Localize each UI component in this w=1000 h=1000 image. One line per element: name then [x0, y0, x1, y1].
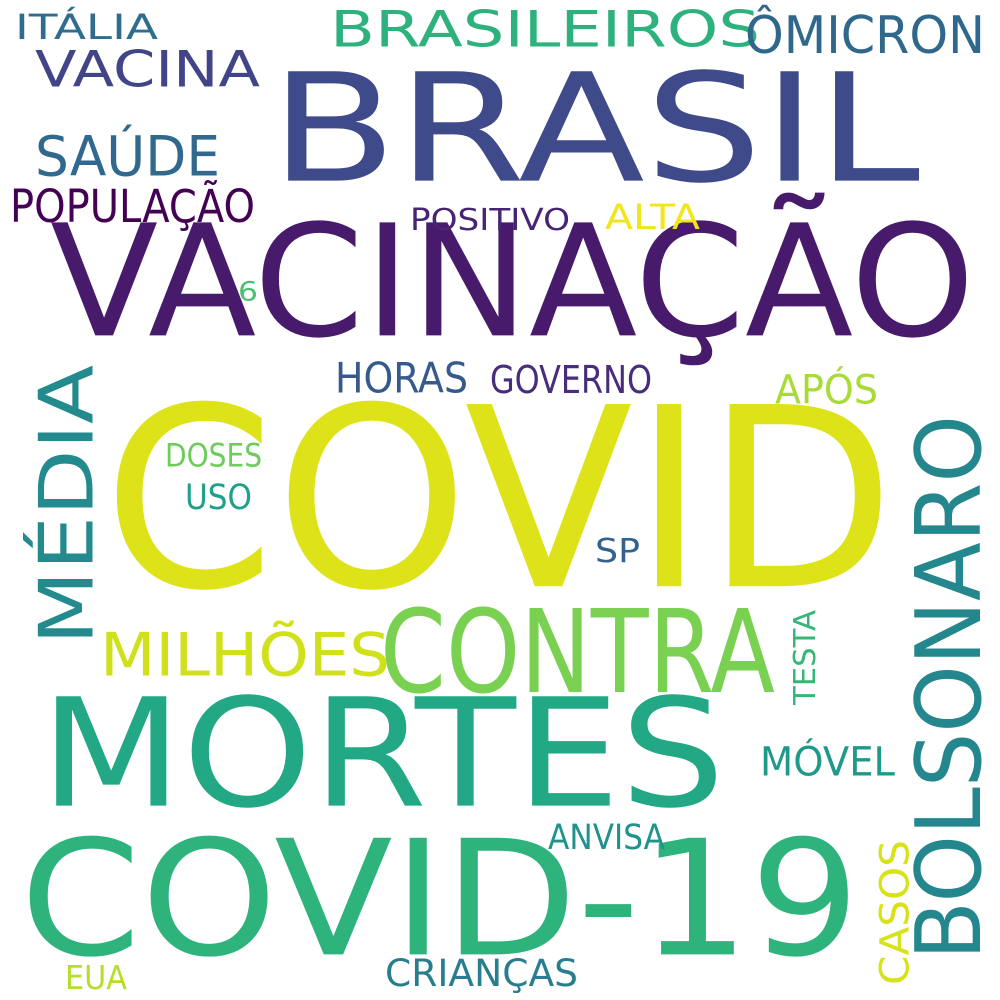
word-movel: MÓVEL: [760, 738, 895, 786]
word-brasil: BRASIL: [270, 42, 920, 217]
word-testa: TESTA: [786, 610, 822, 705]
word-media: MÉDIA: [23, 365, 111, 645]
word-alta: ALTA: [605, 196, 700, 238]
word-mortes: MORTES: [40, 667, 725, 842]
word-bolsonaro: BOLSONARO: [897, 415, 1000, 960]
word-vacinacao: VACINAÇÃO: [50, 191, 975, 373]
word-covid: COVID: [103, 354, 895, 646]
word-6: 6: [238, 275, 258, 307]
word-sp: SP: [595, 531, 640, 571]
word-milhoes: MILHÕES: [100, 619, 390, 690]
word-italia: ITÁLIA: [15, 6, 158, 48]
word-criancas: CRIANÇAS: [385, 951, 578, 995]
word-governo: GOVERNO: [490, 358, 652, 403]
word-doses: DOSES: [165, 437, 262, 475]
word-anvisa: ANVISA: [548, 816, 665, 858]
word-casos: CASOS: [871, 840, 919, 985]
word-covid-19: COVID-19: [20, 806, 860, 993]
word-populacao: POPULAÇÃO: [10, 181, 255, 233]
word-apos: APÓS: [775, 366, 878, 414]
word-uso: USO: [185, 476, 252, 518]
word-horas: HORAS: [335, 354, 468, 403]
word-saude: SAÚDE: [35, 125, 220, 190]
word-brasileiros: BRASILEIROS: [330, 0, 760, 59]
word-vacina: VACINA: [35, 40, 260, 99]
word-contra: CONTRA: [380, 585, 775, 719]
word-eua: EUA: [65, 958, 127, 998]
word-positivo: POSITIVO: [410, 201, 570, 237]
word-omicron: ÔMICRON: [745, 6, 985, 66]
